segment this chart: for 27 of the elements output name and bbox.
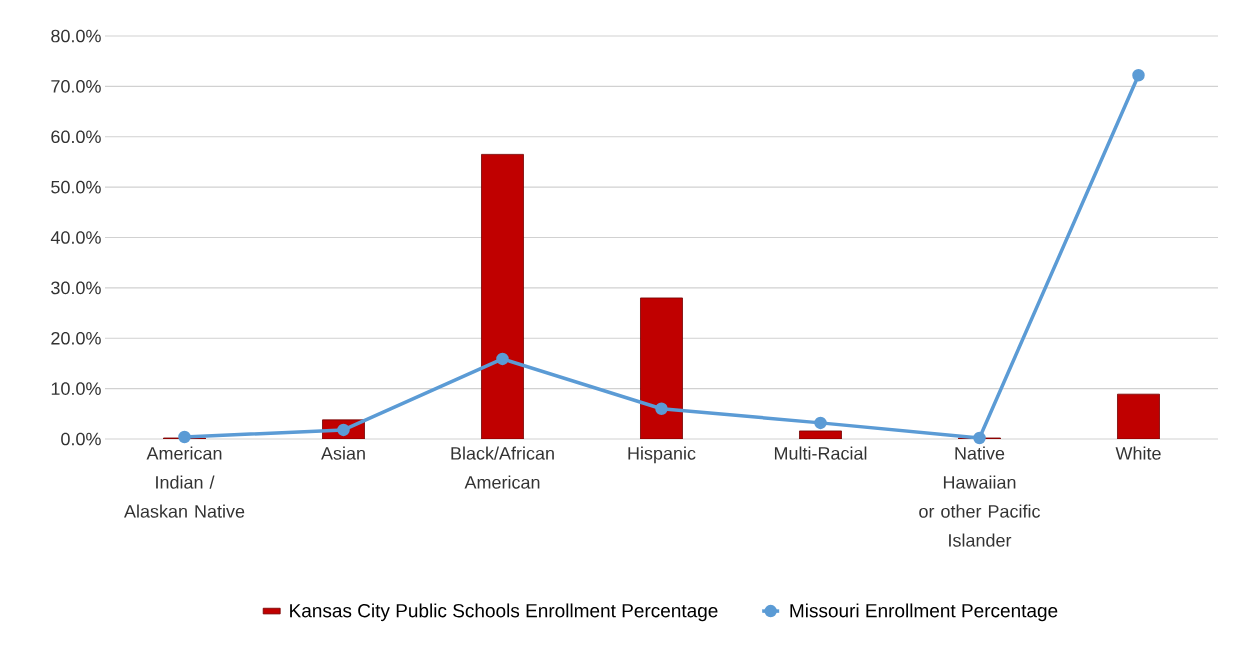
point [178, 430, 191, 444]
bar [1117, 393, 1160, 439]
point [814, 416, 827, 430]
x-tick-label: White [1115, 446, 1161, 460]
point [1132, 69, 1145, 82]
x-tick-label: Multi-Racial [774, 446, 867, 460]
point [496, 352, 509, 366]
x-tick-label: Native Hawaiian or other Pacific Islander [919, 446, 1041, 547]
y-tick-label: 20.0% [51, 331, 101, 345]
y-tick-label: 10.0% [51, 382, 101, 395]
bar [481, 153, 524, 439]
y-tick-label: 30.0% [51, 281, 101, 295]
x-tick-label: Asian [321, 446, 365, 460]
y-tick-label: 50.0% [51, 180, 101, 194]
y-tick-label: 80.0% [51, 29, 101, 43]
legend-label: Missouri Enrollment Percentage [790, 603, 1058, 622]
point [655, 402, 668, 416]
y-tick-label: 60.0% [51, 130, 101, 144]
y-tick-label: 70.0% [51, 80, 101, 93]
bar [640, 297, 683, 439]
legend-label: Kansas City Public Schools Enrollment Percentage [290, 603, 718, 622]
x-tick-label: Black/African American [451, 446, 554, 489]
x-tick-label: American Indian / Alaskan Native [124, 446, 245, 518]
y-tick-label: 40.0% [50, 231, 101, 244]
point [973, 431, 986, 445]
x-tick-label: Hispanic [628, 446, 696, 464]
y-tick-label: 0.0% [61, 432, 101, 446]
